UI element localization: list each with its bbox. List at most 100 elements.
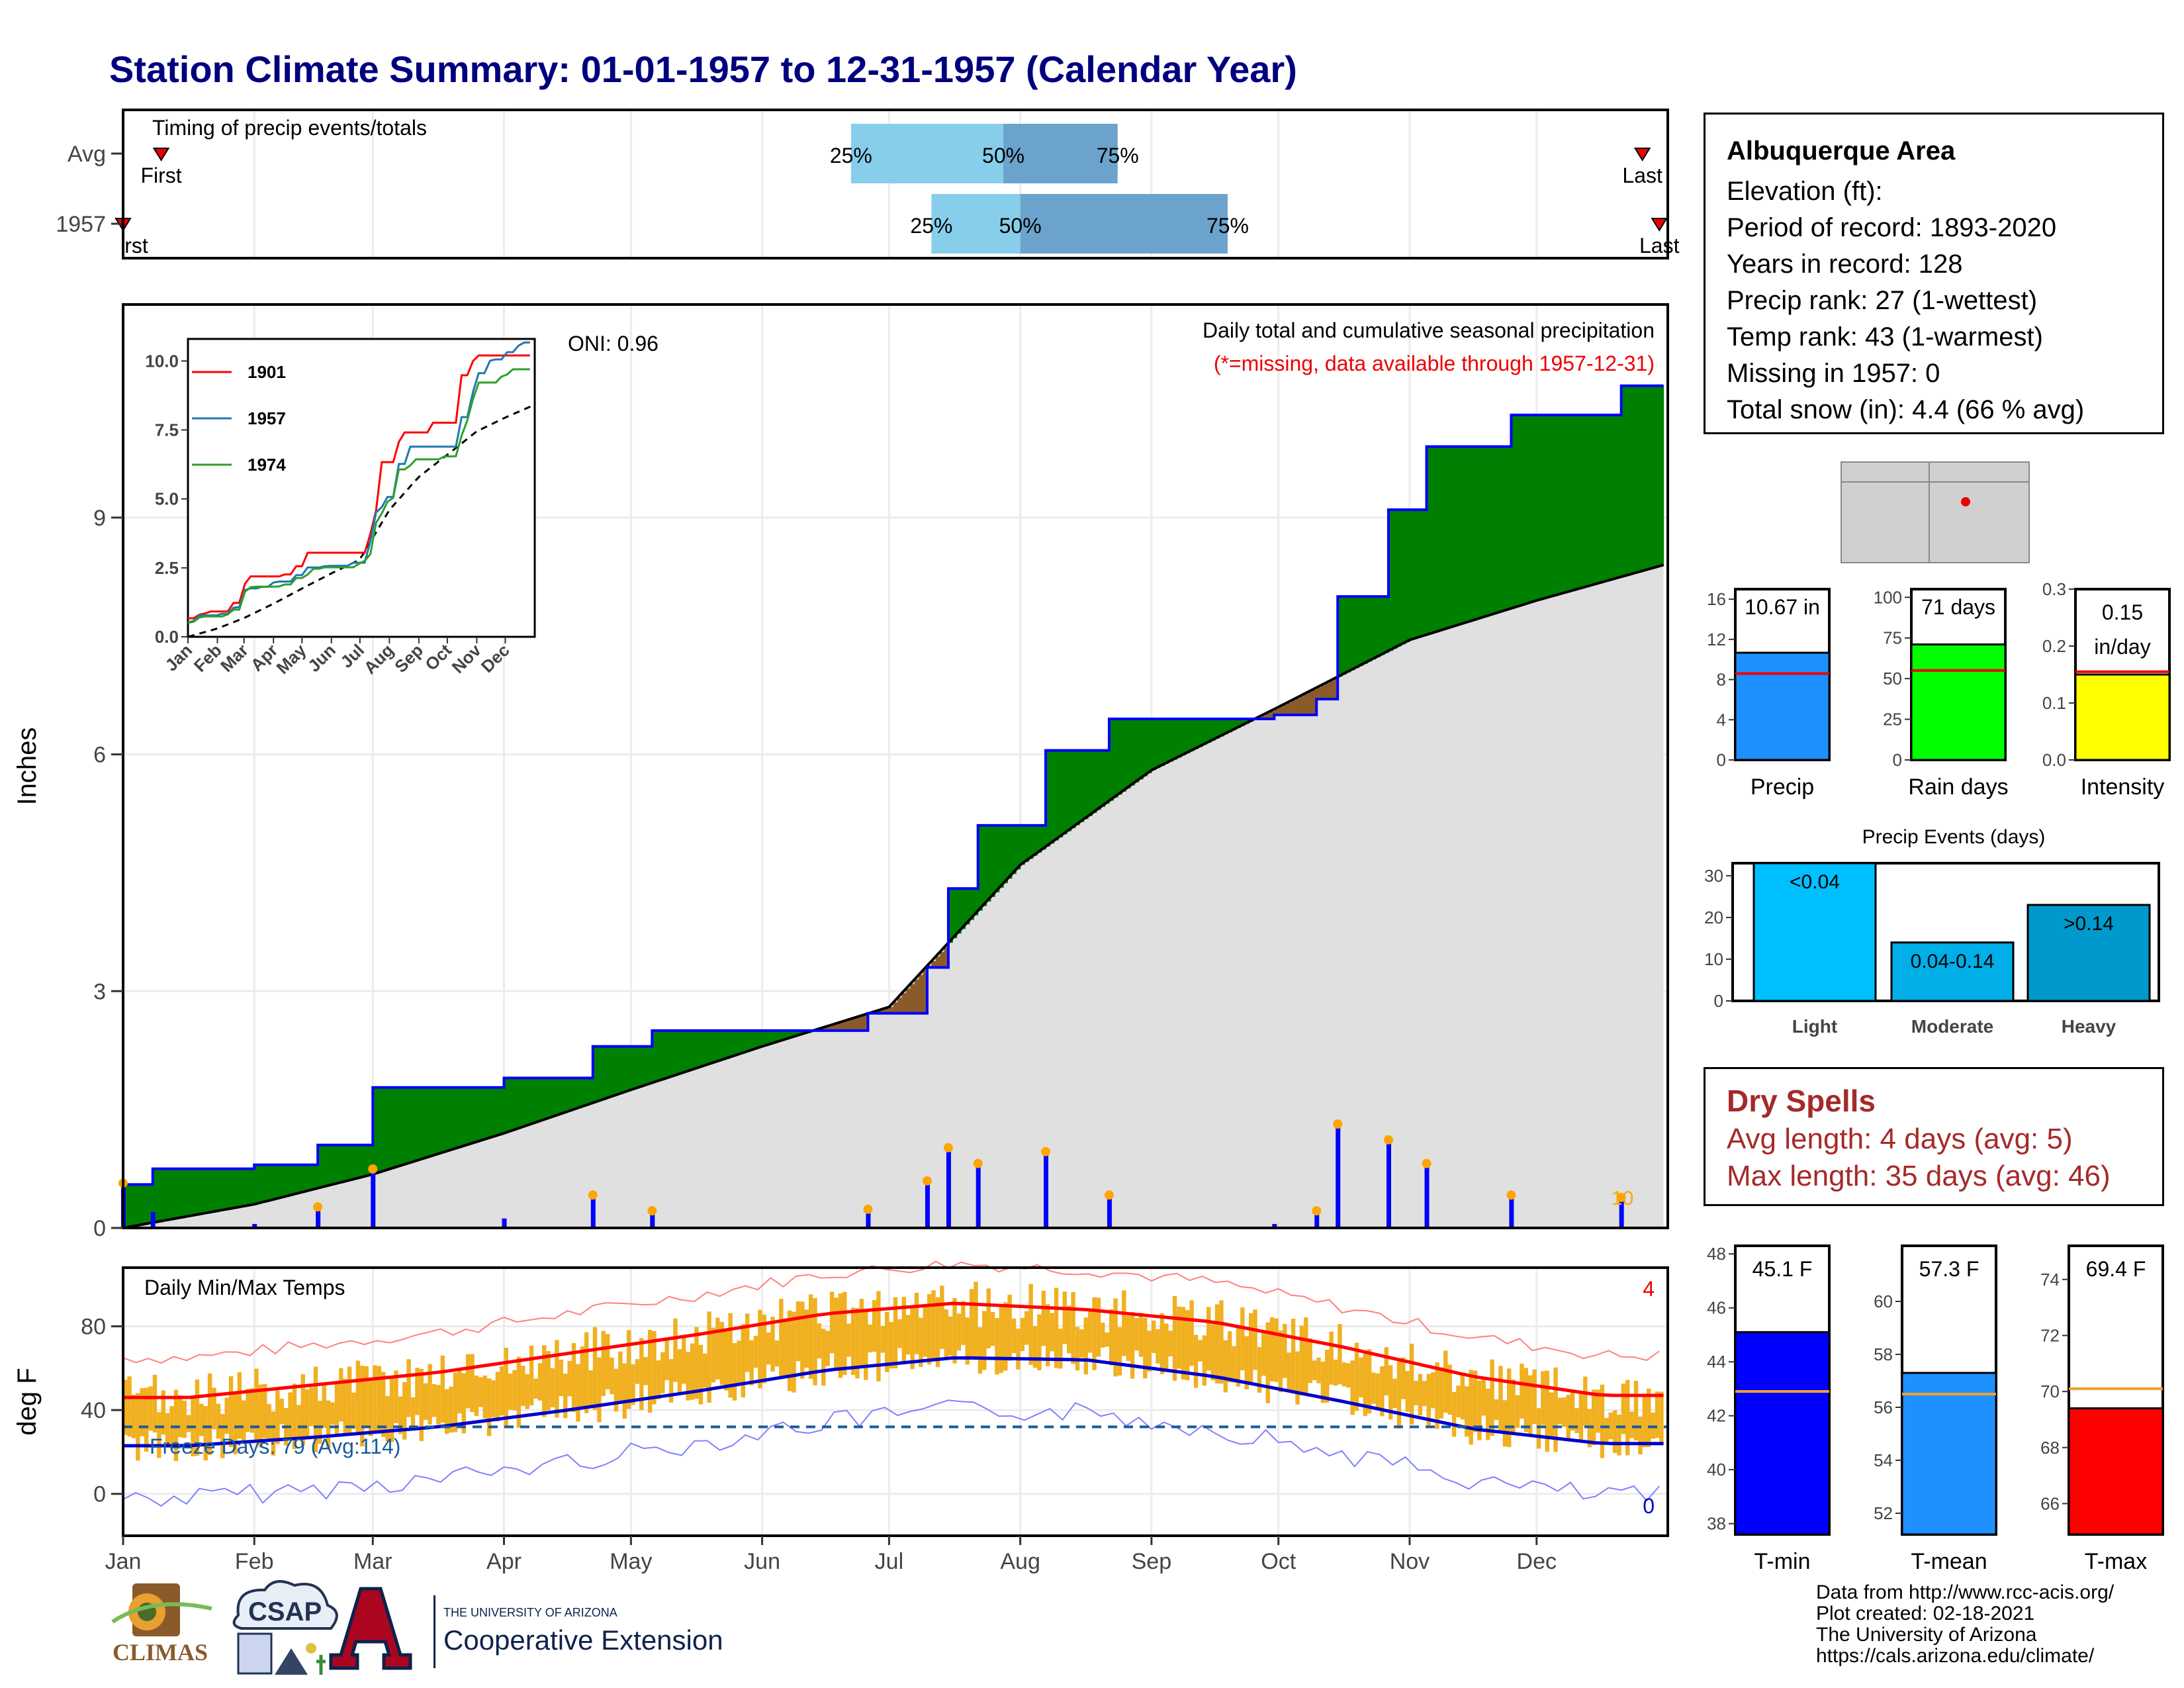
daily-temp-range-bar	[660, 1352, 665, 1393]
daily-event-marker	[863, 1204, 873, 1214]
daily-temp-range-bar	[999, 1305, 1004, 1374]
cumulative-diff-fill	[428, 1087, 433, 1157]
cumulative-diff-fill	[1007, 825, 1013, 879]
cumulative-diff-fill	[1570, 414, 1575, 591]
cumulative-diff-fill	[495, 1087, 500, 1136]
temp-frame	[122, 1266, 1669, 1537]
cumulative-diff-fill	[1443, 446, 1449, 630]
daily-temp-range-bar	[1549, 1392, 1554, 1440]
cumulative-diff-fill	[1109, 718, 1114, 801]
cumulative-diff-fill	[529, 1078, 534, 1125]
cumulative-diff-fill	[635, 1046, 640, 1089]
daily-temp-range-bar	[1465, 1386, 1469, 1437]
cumulative-diff-fill	[398, 1087, 403, 1166]
summary-y-tick-label: 0	[1893, 750, 1902, 770]
cumulative-diff-fill	[351, 1145, 357, 1180]
daily-precip-bar	[1424, 1164, 1430, 1228]
cumulative-diff-fill	[961, 888, 966, 929]
daily-temp-range-bar	[1591, 1389, 1596, 1446]
daily-temp-range-bar	[872, 1299, 877, 1352]
cumulative-diff-fill	[246, 1168, 251, 1206]
daily-temp-range-bar	[885, 1311, 889, 1372]
daily-temp-range-bar	[1122, 1290, 1126, 1356]
daily-temp-range-bar	[207, 1373, 212, 1455]
record-high-count: 4	[1643, 1277, 1655, 1301]
daily-temp-range-bar	[351, 1392, 356, 1429]
precip-events-title: Precip Events (days)	[1862, 826, 2046, 848]
cumulative-diff-fill	[889, 1007, 894, 1013]
cumulative-diff-fill	[313, 1164, 318, 1190]
cumulative-diff-fill	[465, 1087, 471, 1145]
cumulative-diff-fill	[1587, 414, 1592, 586]
cumulative-diff-fill	[1164, 718, 1169, 764]
cumulative-diff-fill	[1655, 385, 1660, 568]
temp-y-tick-label: 40	[81, 1398, 106, 1423]
daily-temp-range-bar	[1469, 1370, 1473, 1445]
info-period: Period of record: 1893-2020	[1727, 213, 2057, 242]
summary-y-tick-label: 66	[2040, 1493, 2060, 1513]
cumulative-diff-fill	[267, 1164, 272, 1201]
daily-temp-range-bar	[682, 1337, 686, 1384]
daily-temp-range-bar	[491, 1380, 496, 1418]
cumulative-diff-fill	[1451, 446, 1457, 627]
daily-temp-range-bar	[1443, 1350, 1448, 1413]
cumulative-diff-fill	[1083, 750, 1089, 820]
daily-temp-range-bar	[813, 1297, 817, 1385]
daily-precip-bar	[502, 1218, 507, 1228]
cumulative-diff-fill	[914, 979, 919, 1013]
daily-temp-range-bar	[1350, 1360, 1355, 1415]
cumulative-diff-fill	[986, 825, 991, 902]
daily-temp-range-bar	[1320, 1361, 1326, 1403]
cumulative-diff-fill	[1113, 718, 1118, 798]
daily-temp-range-bar	[931, 1290, 936, 1362]
cumulative-diff-fill	[850, 1019, 856, 1031]
month-tick-label: Apr	[486, 1549, 522, 1574]
normal-precip-area	[123, 565, 1664, 1228]
cumulative-diff-fill	[1189, 718, 1195, 751]
daily-temp-range-bar	[373, 1365, 377, 1431]
summary-y-tick-label: 52	[1874, 1503, 1893, 1523]
inset-y-tick-label: 10.0	[145, 351, 179, 371]
summary-value-label: 57.3 F	[1919, 1257, 1979, 1281]
cumulative-diff-fill	[626, 1046, 631, 1092]
cumulative-diff-fill	[584, 1078, 589, 1106]
cumulative-diff-fill	[521, 1078, 526, 1128]
cumulative-diff-fill	[880, 1009, 886, 1013]
daily-temp-range-bar	[555, 1340, 559, 1418]
summary-y-tick-label: 68	[2040, 1438, 2060, 1458]
cumulative-diff-fill	[410, 1087, 416, 1162]
cumulative-diff-fill	[1367, 596, 1372, 662]
daily-temp-range-bar	[1024, 1311, 1029, 1345]
daily-temp-range-bar	[267, 1403, 271, 1441]
cumulative-diff-fill	[965, 888, 970, 925]
daily-temp-range-bar	[588, 1370, 593, 1407]
cumulative-diff-fill	[774, 1030, 780, 1043]
daily-temp-range-bar	[1507, 1368, 1512, 1448]
month-tick-label: Jul	[875, 1549, 903, 1574]
cumulative-diff-fill	[275, 1164, 281, 1199]
cumulative-diff-fill	[1117, 718, 1122, 795]
daily-temp-range-bar	[525, 1374, 529, 1409]
cumulative-diff-fill	[546, 1078, 551, 1119]
avg-tmin-line	[123, 1356, 1664, 1448]
timing-q75-label: 75%	[1206, 214, 1249, 238]
inset-year-line	[187, 354, 530, 620]
uofa-text: THE UNIVERSITY OF ARIZONA	[443, 1606, 617, 1619]
cumulative-diff-fill	[715, 1030, 721, 1062]
summary-value-label: 10.67 in	[1745, 595, 1820, 619]
daily-temp-range-bar	[1032, 1326, 1038, 1368]
daily-temp-range-bar	[584, 1332, 589, 1413]
cumulative-diff-fill	[1401, 510, 1406, 645]
daily-temp-range-bar	[948, 1316, 953, 1356]
daily-event-marker	[973, 1158, 983, 1168]
daily-temp-range-bar	[1130, 1311, 1135, 1379]
cumulative-diff-fill	[279, 1164, 285, 1198]
daily-temp-range-bar	[381, 1372, 386, 1437]
inset-y-tick-label: 5.0	[155, 489, 179, 509]
cumulative-diff-fill	[668, 1030, 674, 1078]
cumulative-diff-fill	[157, 1168, 162, 1222]
daily-temp-range-bar	[850, 1307, 856, 1376]
daily-temp-range-bar	[664, 1340, 669, 1380]
cumulative-diff-fill	[381, 1087, 387, 1172]
cumulative-diff-fill	[1202, 718, 1207, 745]
